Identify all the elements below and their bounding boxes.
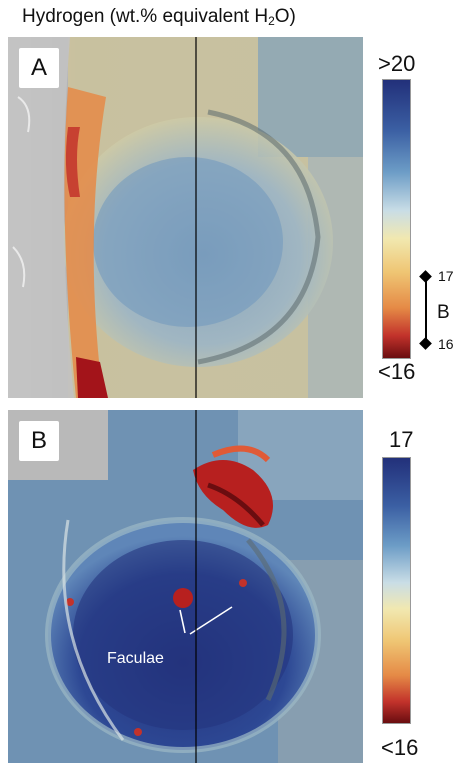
- title-suffix: O): [274, 6, 296, 27]
- range-bracket-bottom-label: 16: [438, 336, 454, 352]
- panel-b-map: B: [8, 410, 363, 763]
- panel-a-image: [8, 37, 363, 398]
- colorbar-b-max-label: 17: [389, 427, 414, 452]
- range-bracket-bottom-marker: [419, 337, 432, 350]
- title-subscript: 2: [268, 14, 275, 28]
- faculae-annotation: Faculae: [107, 650, 164, 667]
- range-bracket-line: [425, 281, 427, 345]
- range-bracket-top-label: 17: [438, 268, 454, 284]
- colorbar-b: [382, 457, 411, 724]
- title-prefix: Hydrogen (wt.% equivalent H: [22, 6, 269, 27]
- range-bracket-panel-label: B: [437, 302, 450, 323]
- colorbar-b-min-label: <16: [381, 735, 419, 760]
- figure-title: Hydrogen (wt.% equivalent H2O): [22, 6, 296, 28]
- range-bracket-top-marker: [419, 270, 432, 283]
- panel-b-image: [8, 410, 363, 763]
- colorbar-a-min-label: <16: [378, 359, 416, 384]
- panel-b-label: B: [19, 421, 59, 461]
- panel-a-map: A: [8, 37, 363, 398]
- colorbar-a: [382, 79, 411, 359]
- panel-a-label: A: [19, 48, 59, 88]
- colorbar-a-max-label: >20: [378, 51, 416, 76]
